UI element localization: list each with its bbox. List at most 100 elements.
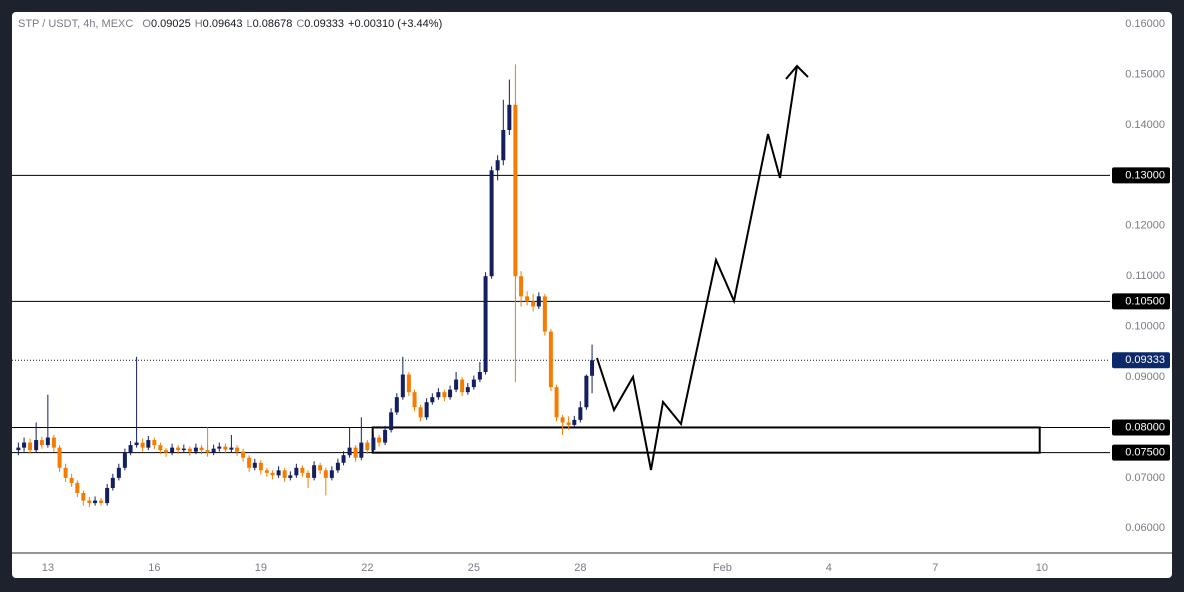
candle-body xyxy=(371,437,376,451)
candle-body xyxy=(306,472,311,478)
legend-key: L xyxy=(246,18,252,30)
level-label: 0.13000 xyxy=(1125,169,1165,181)
candle-body xyxy=(288,475,293,478)
candle-body xyxy=(122,452,127,468)
candle-body xyxy=(69,477,74,483)
candle-body xyxy=(181,448,186,451)
candle-body xyxy=(566,422,571,425)
level-tag xyxy=(1112,167,1170,184)
candle-body xyxy=(542,296,547,332)
x-tick-label: 13 xyxy=(42,562,54,574)
legend-key: H xyxy=(195,18,203,30)
x-tick-label: 25 xyxy=(468,562,480,574)
candle-body xyxy=(211,448,216,453)
candle-body xyxy=(525,296,530,302)
candle-body xyxy=(394,397,399,413)
candle-body xyxy=(560,417,565,423)
candle-body xyxy=(134,442,139,446)
candle-body xyxy=(140,442,145,448)
candle-body xyxy=(442,392,447,398)
y-tick-label: 0.11000 xyxy=(1126,270,1165,282)
header: STP / USDT, 4h, MEXC O0.09025 H0.09643 L0.… xyxy=(18,18,442,30)
candle-body xyxy=(276,470,281,476)
candle-body xyxy=(400,374,405,398)
candle-body xyxy=(590,360,595,376)
y-tick-label: 0.16000 xyxy=(1125,18,1165,30)
candle-body xyxy=(75,482,80,494)
candle-body xyxy=(247,457,252,468)
x-tick-label: Feb xyxy=(713,562,732,574)
candle-body xyxy=(548,331,553,388)
projection-path xyxy=(596,65,798,471)
candle-body xyxy=(205,450,210,453)
chart-panel xyxy=(12,12,1172,578)
candle-body xyxy=(383,429,388,443)
candle-body xyxy=(176,447,181,451)
candle-body xyxy=(465,387,470,393)
x-tick-label: 19 xyxy=(255,562,267,574)
candle-body xyxy=(294,467,299,476)
y-tick-label: 0.12000 xyxy=(1125,220,1165,232)
level-tag xyxy=(1112,419,1170,436)
level-label: 0.07500 xyxy=(1125,447,1165,459)
symbol: STP / USDT, 4h, MEXC xyxy=(18,18,133,30)
x-tick-label: 22 xyxy=(361,562,373,574)
candle-body xyxy=(501,129,506,161)
y-tick-label: 0.06000 xyxy=(1125,522,1165,534)
candle-body xyxy=(45,437,50,446)
legend-change: +0.00310 (+3.44%) xyxy=(348,18,442,30)
candle-body xyxy=(252,462,257,468)
x-tick-label: 7 xyxy=(932,562,938,574)
candle-body xyxy=(531,301,536,307)
candle-body xyxy=(477,371,482,380)
candle-body xyxy=(572,419,577,425)
candle-body xyxy=(436,392,441,398)
candle-body xyxy=(347,447,352,456)
legend-value: 0.08678 xyxy=(253,18,293,30)
candle-body xyxy=(258,462,263,471)
candle-body xyxy=(513,104,518,277)
legend-value: 0.09333 xyxy=(304,18,344,30)
candle-body xyxy=(128,445,133,453)
candle-body xyxy=(270,472,275,476)
candle-body xyxy=(323,470,328,478)
candle-body xyxy=(329,470,334,478)
candle-body xyxy=(39,440,44,446)
candle-body xyxy=(300,467,305,473)
candle-body xyxy=(430,397,435,403)
candle-body xyxy=(217,446,222,449)
candle-body xyxy=(57,447,62,468)
level-label: 0.10500 xyxy=(1125,295,1165,307)
candle-body xyxy=(146,440,151,448)
candle-body xyxy=(578,407,583,420)
candle-body xyxy=(193,447,198,452)
level-label: 0.08000 xyxy=(1125,421,1165,433)
candle-body xyxy=(454,379,459,390)
candle-body xyxy=(519,276,524,297)
candle-body xyxy=(489,170,494,277)
y-tick-label: 0.14000 xyxy=(1125,119,1165,131)
candle-body xyxy=(235,447,240,452)
candle-body xyxy=(116,467,121,478)
candle-body xyxy=(223,446,228,450)
y-tick-label: 0.10000 xyxy=(1125,321,1165,333)
y-tick-label: 0.09000 xyxy=(1125,371,1165,383)
candle-body xyxy=(471,379,476,388)
candle-body xyxy=(81,493,86,501)
candle-body xyxy=(28,442,33,451)
candle-body xyxy=(63,467,68,478)
candle-body xyxy=(412,392,417,408)
candle-body xyxy=(359,442,364,458)
candle-body xyxy=(229,447,234,450)
candle-body xyxy=(424,402,429,418)
candle-body xyxy=(87,500,92,504)
candle-body xyxy=(554,387,559,418)
candle-body xyxy=(483,276,488,372)
candle-body xyxy=(164,450,169,453)
candle-body xyxy=(170,447,175,453)
candle-body xyxy=(448,389,453,398)
legend-key: O xyxy=(142,18,151,30)
candle-body xyxy=(99,500,104,504)
